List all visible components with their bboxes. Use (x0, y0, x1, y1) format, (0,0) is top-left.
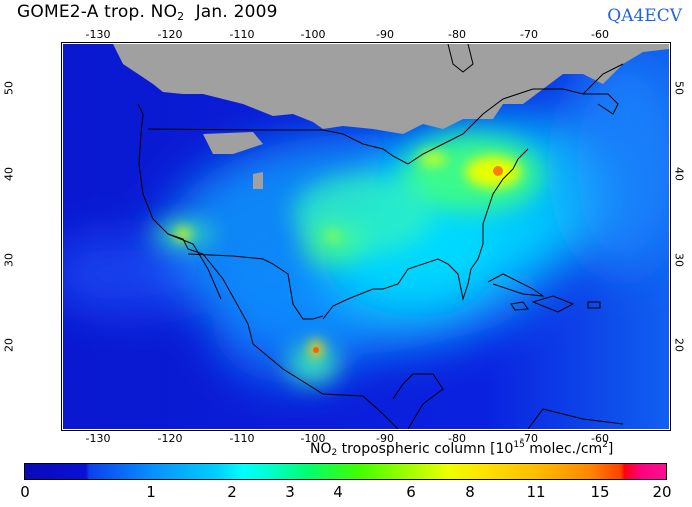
lon-tick-top: -80 (448, 28, 466, 41)
label-part: ] (607, 441, 614, 457)
colorbar-label: NO2 tropospheric column [1015 molec./cm2… (310, 440, 613, 458)
colorbar-tick: 15 (590, 483, 610, 501)
lon-tick-top: -70 (520, 28, 538, 41)
lon-tick-bottom: -60 (591, 432, 609, 445)
colorbar-tick: 3 (285, 483, 295, 501)
lat-tick-right: 40 (672, 167, 686, 181)
lon-tick-bottom: -90 (376, 432, 394, 445)
lon-tick-bottom: -130 (85, 432, 111, 445)
label-sup: 15 (513, 440, 525, 450)
lat-tick-right: 50 (672, 81, 686, 95)
lon-tick-top: -100 (300, 28, 326, 41)
lon-tick-top: -110 (229, 28, 255, 41)
label-part: molec./cm (524, 441, 603, 457)
lat-tick-left: 50 (2, 81, 16, 95)
title-date: Jan. 2009 (184, 2, 278, 22)
colorbar-tick: 1 (146, 483, 156, 501)
lon-tick-bottom: -120 (157, 432, 183, 445)
title-text: GOME2-A trop. NO (17, 2, 178, 22)
lon-tick-top: -90 (376, 28, 394, 41)
no2-map (63, 44, 669, 429)
lon-tick-top: -120 (157, 28, 183, 41)
label-sup: 2 (602, 440, 608, 450)
label-sub: 2 (331, 448, 338, 458)
lat-tick-right: 30 (672, 253, 686, 267)
label-part: NO (310, 441, 332, 457)
map-title: GOME2-A trop. NO2 Jan. 2009 (17, 2, 278, 23)
label-part: tropospheric column [10 (337, 441, 514, 457)
colorbar-tick: 20 (652, 483, 672, 501)
colorbar-tick: 0 (20, 483, 30, 501)
colorbar-tick: 4 (333, 483, 343, 501)
lon-tick-top: -60 (591, 28, 609, 41)
brand-label: QA4ECV (607, 6, 682, 26)
lon-tick-bottom: -70 (520, 432, 538, 445)
colorbar-tick: 11 (526, 483, 546, 501)
title-subscript: 2 (177, 10, 185, 23)
lon-tick-top: -130 (85, 28, 111, 41)
lon-tick-bottom: -100 (300, 432, 326, 445)
lat-tick-left: 30 (2, 253, 16, 267)
lat-tick-left: 40 (2, 167, 16, 181)
map-canvas (63, 44, 669, 429)
colorbar (24, 463, 667, 480)
colorbar-tick: 8 (465, 483, 475, 501)
lon-tick-bottom: -110 (229, 432, 255, 445)
lon-tick-bottom: -80 (448, 432, 466, 445)
map-frame (61, 42, 671, 431)
lat-tick-left: 20 (2, 338, 16, 352)
lat-tick-right: 20 (672, 338, 686, 352)
colorbar-tick: 2 (227, 483, 237, 501)
colorbar-tick: 6 (406, 483, 416, 501)
